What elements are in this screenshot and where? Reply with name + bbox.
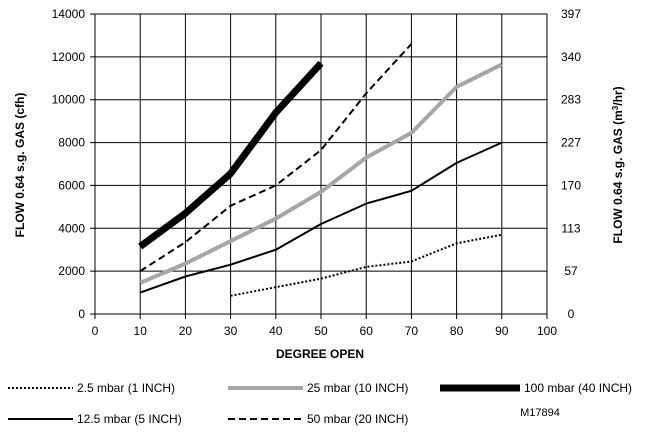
x-axis-title: DEGREE OPEN [276,347,364,361]
y-tick-label: 10000 [52,93,86,107]
series-lines [138,43,503,297]
series-line-3 [139,141,503,294]
y2-axis-title: FLOW 0.64 s.g. GAS (m3/hr) [611,86,625,243]
x-tick-label: 40 [269,324,283,338]
figure-id: M17894 [520,407,560,419]
x-tick-label: 90 [495,324,509,338]
y2-tick-label: 113 [561,221,580,235]
y2-tick-label: 57 [564,264,578,278]
series-line-0 [230,233,502,297]
y2-tick-label: 397 [561,7,581,21]
axes [94,13,548,315]
y2-tick-label: 340 [561,50,581,64]
y-tick-label: 8000 [58,136,85,150]
legend: 2.5 mbar (1 INCH) 25 mbar (10 INCH) 100 mb… [8,381,632,426]
x-tick-label: 100 [537,324,557,338]
y-tick-label: 4000 [58,221,85,235]
legend-label-0: 2.5 mbar (1 INCH) [77,381,175,395]
series-line-1 [139,62,503,285]
legend-label-4: 50 mbar (20 INCH) [307,412,408,426]
legend-label-3: 12.5 mbar (5 INCH) [77,412,182,426]
y2-axis-title-suffix: /hr) [611,86,625,105]
y-tick-label: 2000 [58,264,85,278]
plot-border [94,13,548,315]
y-tick-label: 0 [78,307,85,321]
y2-tick-label: 0 [568,307,575,321]
y2-tick-label: 170 [561,178,581,192]
series-line-4 [139,43,413,272]
x-tick-label: 0 [92,324,99,338]
y2-tick-label: 227 [561,136,581,150]
x-tick-label: 30 [224,324,238,338]
y-tick-label: 12000 [52,50,86,64]
y-tick-label: 14000 [52,7,86,21]
x-tick-label: 20 [179,324,193,338]
y2-tick-label: 283 [561,93,581,107]
x-tick-label: 60 [360,324,374,338]
x-tick-label: 50 [314,324,328,338]
x-tick-label: 70 [405,324,419,338]
x-tick-label: 10 [134,324,148,338]
y-tick-label: 6000 [58,178,85,192]
legend-label-2: 100 mbar (40 INCH) [524,381,632,395]
series-line-2 [138,60,324,250]
legend-label-1: 25 mbar (10 INCH) [307,381,408,395]
x-tick-label: 80 [450,324,464,338]
y2-axis-title-prefix: FLOW 0.64 s.g. GAS (m [611,110,625,243]
y-axis-title: FLOW 0.64 s.g. GAS (cfh) [13,93,27,238]
y2-axis-title-superscript: 3 [611,105,620,110]
